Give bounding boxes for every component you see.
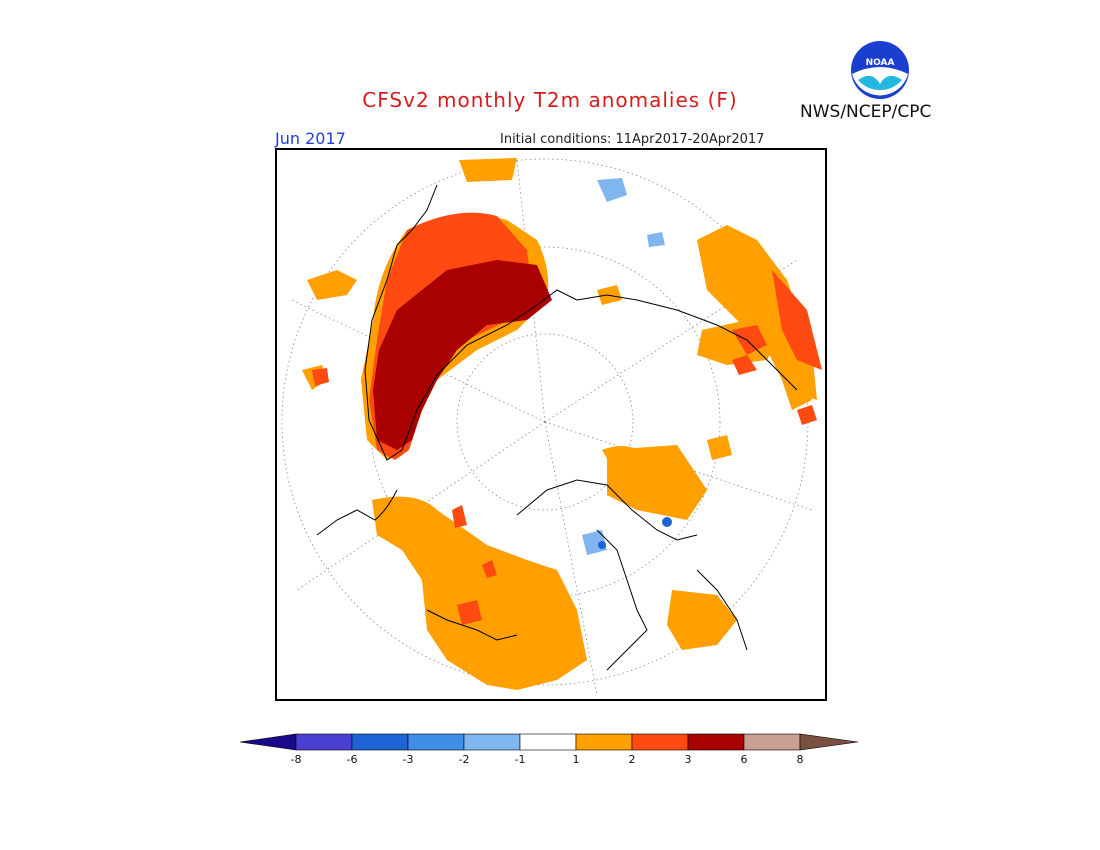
chart-title: CFSv2 monthly T2m anomalies (F) <box>362 88 738 112</box>
legend-tick-label: -6 <box>347 753 358 766</box>
agency-label: NWS/NCEP/CPC <box>800 102 932 122</box>
legend-swatch <box>687 733 745 751</box>
legend-swatch <box>295 733 353 751</box>
legend-swatch <box>575 733 633 751</box>
legend-tick-label: -3 <box>403 753 414 766</box>
legend-swatch <box>743 733 801 751</box>
noaa-logo-text: NOAA <box>866 58 895 68</box>
legend-swatch <box>631 733 689 751</box>
anomaly-minus2-to-3 <box>598 517 672 549</box>
legend-tick-label: 2 <box>629 753 636 766</box>
coastlines <box>316 184 798 671</box>
forecast-month: Jun 2017 <box>275 129 346 148</box>
anomaly-plus3-to-6 <box>373 260 552 450</box>
legend-swatch <box>407 733 465 751</box>
polar-map <box>281 158 822 696</box>
noaa-logo: NOAA <box>851 41 909 99</box>
legend-tick-label: 6 <box>741 753 748 766</box>
legend-swatch <box>351 733 409 751</box>
legend-tick-label: -8 <box>291 753 302 766</box>
legend-arrow-high <box>799 733 859 751</box>
legend-tick-label: -1 <box>515 753 526 766</box>
map-frame <box>275 148 827 701</box>
legend-arrow-low <box>239 733 297 751</box>
legend-swatch <box>519 733 577 751</box>
legend-tick-label: 1 <box>573 753 580 766</box>
legend-tick-label: -2 <box>459 753 470 766</box>
legend-tick-label: 3 <box>685 753 692 766</box>
initial-conditions-label: Initial conditions: 11Apr2017-20Apr2017 <box>500 132 765 147</box>
legend-swatch <box>463 733 521 751</box>
color-legend: -8 -6 -3 -2 -1 1 2 3 6 8 <box>239 733 859 766</box>
legend-tick-label: 8 <box>797 753 804 766</box>
